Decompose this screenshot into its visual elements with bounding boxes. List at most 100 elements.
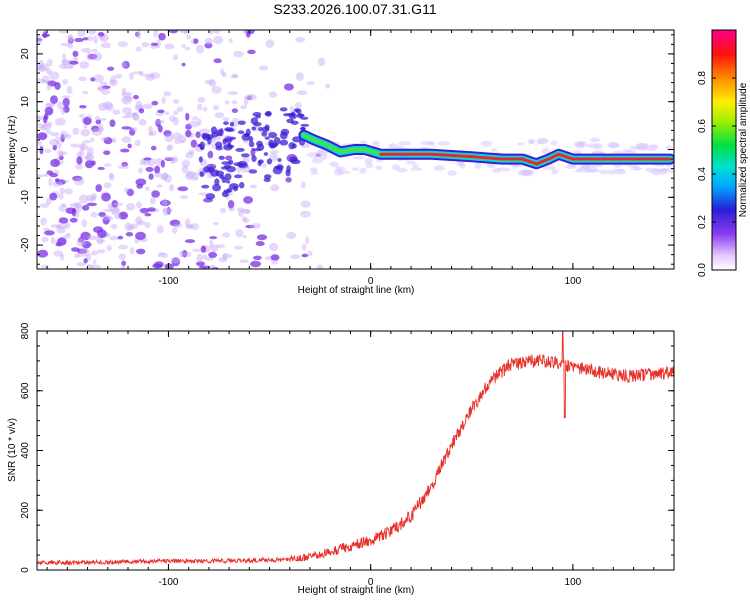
spectral-blob <box>225 155 233 161</box>
spectral-blob <box>286 165 291 173</box>
spectral-blob <box>156 184 163 188</box>
spectral-blob <box>132 114 140 121</box>
spectral-blob <box>120 148 130 153</box>
spectral-blob <box>160 176 166 180</box>
spectral-blob <box>42 31 48 39</box>
spectral-blob <box>173 223 183 228</box>
spectral-blob <box>58 63 68 69</box>
spectral-blob <box>109 235 120 241</box>
spectral-blob <box>101 215 111 221</box>
spectral-blob <box>109 172 114 179</box>
spectral-blob <box>201 184 210 189</box>
spectral-blob <box>167 144 174 151</box>
spectral-blob <box>213 35 224 45</box>
spectral-blob <box>138 118 147 126</box>
spectral-blob <box>480 140 493 147</box>
spectral-blob <box>268 91 277 98</box>
spectral-blob <box>248 169 258 174</box>
spectral-blob <box>118 165 124 170</box>
spectral-blob <box>98 117 107 122</box>
spectral-blob <box>37 123 45 129</box>
spectral-blob <box>351 167 359 171</box>
spectral-blob <box>150 145 157 151</box>
spectral-blob <box>80 247 90 255</box>
spectral-blob <box>227 200 235 209</box>
spectral-blob <box>112 202 124 207</box>
spectral-blob <box>164 43 175 50</box>
spectral-blob <box>125 232 134 237</box>
spectral-blob <box>135 216 143 226</box>
spectral-blob <box>135 231 146 240</box>
spectral-blob <box>172 116 180 126</box>
spectral-blob <box>47 80 57 87</box>
spectral-blob <box>78 237 84 243</box>
spectral-blob <box>279 139 289 146</box>
spectral-blob <box>245 224 255 229</box>
spectral-blob <box>97 166 105 170</box>
spectral-blob <box>56 141 62 149</box>
spectral-blob <box>143 157 152 161</box>
spectral-blob <box>55 242 62 247</box>
spectral-blob <box>157 109 165 114</box>
spectral-blob <box>164 156 173 160</box>
spectral-blob <box>181 43 186 48</box>
spectral-blob <box>98 102 108 111</box>
x-tick-label: -100 <box>158 577 178 588</box>
spectral-blob <box>198 192 208 196</box>
spectral-blob <box>590 163 603 168</box>
spectral-blob <box>280 128 290 136</box>
spectral-blob <box>286 231 296 240</box>
spectral-blob <box>109 119 116 128</box>
spectral-blob <box>91 127 103 136</box>
spectral-blob <box>153 30 159 38</box>
spectral-blob <box>229 136 236 140</box>
colorbar-label: Normalized spectral amplitude <box>738 82 749 217</box>
spectral-blob <box>185 171 195 181</box>
snr-y-label: SNR (10 * v/v) <box>7 418 18 482</box>
spectral-blob <box>187 224 194 230</box>
spectral-blob <box>117 235 124 240</box>
spectral-blob <box>307 250 313 257</box>
spectral-blob <box>143 158 151 166</box>
colorbar: 0.0 0.2 0.4 0.6 0.8 Normalized spectral ampl… <box>697 29 749 277</box>
spectral-blob <box>181 62 186 67</box>
spectral-blob <box>542 165 556 171</box>
spectrogram-x-label: Height of straight line (km) <box>298 285 415 296</box>
spectral-blob <box>81 204 90 211</box>
spectral-blob <box>248 136 254 143</box>
spectral-blob <box>37 36 43 45</box>
spectral-blob <box>111 137 117 144</box>
spectral-blob <box>252 111 262 117</box>
spectral-blob <box>62 59 70 65</box>
spectral-blob <box>427 141 436 147</box>
spectral-blob <box>269 150 280 154</box>
spectral-blob <box>200 245 207 253</box>
spectral-blob <box>198 265 210 269</box>
spectral-blob <box>437 141 450 146</box>
spectral-blob <box>56 224 67 230</box>
spectral-blob <box>86 194 96 202</box>
spectral-blob <box>491 148 498 152</box>
x-tick-label: -100 <box>158 276 178 287</box>
spectral-blob <box>162 172 168 181</box>
spectral-blob <box>58 155 64 160</box>
spectral-blob <box>96 249 106 254</box>
spectral-blob <box>169 219 181 227</box>
spectral-blob <box>50 224 62 228</box>
spectral-blob <box>197 118 202 126</box>
spectral-blob <box>122 164 129 170</box>
spectral-blob <box>486 162 496 169</box>
ridge-core-segment <box>547 152 561 161</box>
spectral-blob <box>79 113 85 118</box>
spectral-blob <box>56 101 64 110</box>
spectral-blob <box>48 71 60 80</box>
spectral-blob <box>162 207 170 216</box>
spectral-blob <box>179 30 190 34</box>
spectral-blob <box>224 173 232 181</box>
spectral-blob <box>96 236 104 245</box>
spectral-blob <box>86 114 92 119</box>
x-tick-label: 100 <box>565 577 582 588</box>
spectral-blob <box>85 152 93 162</box>
spectral-blob <box>62 65 73 70</box>
spectral-blob <box>141 73 152 77</box>
